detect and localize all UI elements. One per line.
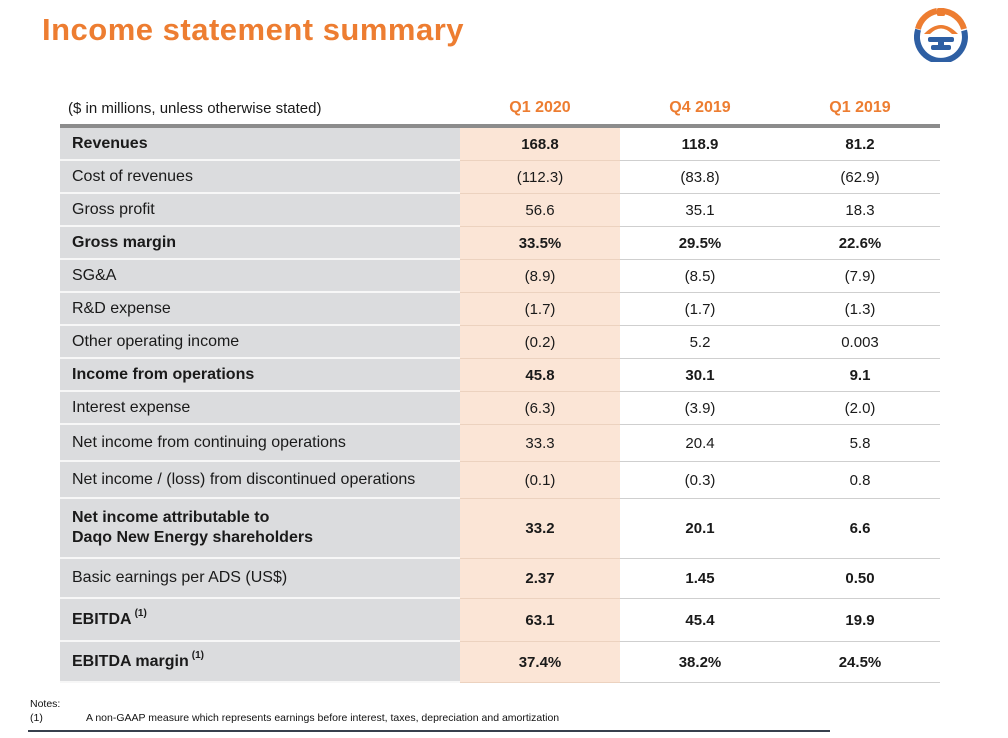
cell-value: (2.0) [780, 392, 940, 425]
cell-value: (0.3) [620, 462, 780, 499]
cell-value: (83.8) [620, 161, 780, 194]
table-row-interest-expense: Interest expense (6.3) (3.9) (2.0) [60, 392, 940, 425]
row-label: Basic earnings per ADS (US$) [60, 559, 460, 599]
cell-value: (0.2) [460, 326, 620, 359]
row-label: R&D expense [60, 293, 460, 326]
row-label: EBITDA margin (1) [60, 642, 460, 683]
cell-value: 37.4% [460, 642, 620, 683]
table-row-net-income-discontinued: Net income / (loss) from discontinued op… [60, 462, 940, 499]
cell-value: (1.3) [780, 293, 940, 326]
row-label: Gross margin [60, 227, 460, 260]
table-row-ebitda: EBITDA (1) 63.1 45.4 19.9 [60, 599, 940, 642]
row-label: Interest expense [60, 392, 460, 425]
column-header-q1-2020: Q1 2020 [509, 99, 571, 116]
table-row-sga: SG&A (8.9) (8.5) (7.9) [60, 260, 940, 293]
cell-value: (6.3) [460, 392, 620, 425]
cell-value: 0.8 [780, 462, 940, 499]
row-label: Net income / (loss) from discontinued op… [60, 462, 460, 499]
cell-value: (1.7) [460, 293, 620, 326]
table-row-net-income-continuing: Net income from continuing operations 33… [60, 425, 940, 462]
row-label: Net income from continuing operations [60, 425, 460, 462]
cell-value: 33.5% [460, 227, 620, 260]
cell-value: (1.7) [620, 293, 780, 326]
row-label: Cost of revenues [60, 161, 460, 194]
table-row-basic-eps: Basic earnings per ADS (US$) 2.37 1.45 0… [60, 559, 940, 599]
cell-value: (3.9) [620, 392, 780, 425]
cell-value: 0.50 [780, 559, 940, 599]
cell-value: 24.5% [780, 642, 940, 683]
row-label: EBITDA (1) [60, 599, 460, 642]
row-label: Gross profit [60, 194, 460, 227]
table-row-cost-of-revenues: Cost of revenues (112.3) (83.8) (62.9) [60, 161, 940, 194]
table-header-row: ($ in millions, unless otherwise stated)… [60, 92, 940, 124]
cell-value: 45.4 [620, 599, 780, 642]
cell-value: 45.8 [460, 359, 620, 392]
row-label: SG&A [60, 260, 460, 293]
column-header-q1-2019: Q1 2019 [829, 99, 891, 116]
notes-heading: Notes: [30, 698, 61, 710]
row-label: Net income attributable to Daqo New Ener… [60, 499, 460, 559]
table-row-net-income-attributable: Net income attributable to Daqo New Ener… [60, 499, 940, 559]
cell-value: 9.1 [780, 359, 940, 392]
table-row-rd-expense: R&D expense (1.7) (1.7) (1.3) [60, 293, 940, 326]
cell-value: 81.2 [780, 128, 940, 161]
table-row-gross-profit: Gross profit 56.6 35.1 18.3 [60, 194, 940, 227]
daqo-logo-icon [914, 8, 968, 62]
table-row-income-from-operations: Income from operations 45.8 30.1 9.1 [60, 359, 940, 392]
cell-value: 5.2 [620, 326, 780, 359]
cell-value: (8.9) [460, 260, 620, 293]
cell-value: 22.6% [780, 227, 940, 260]
cell-value: 2.37 [460, 559, 620, 599]
header-rule [60, 124, 940, 128]
note-marker: (1) [30, 712, 43, 724]
cell-value: 35.1 [620, 194, 780, 227]
page-title: Income statement summary [42, 12, 465, 47]
table-row-gross-margin: Gross margin 33.5% 29.5% 22.6% [60, 227, 940, 260]
footnote-ref: (1) [191, 650, 204, 662]
cell-value: 63.1 [460, 599, 620, 642]
row-label: Income from operations [60, 359, 460, 392]
row-label: Other operating income [60, 326, 460, 359]
table-row-other-operating-income: Other operating income (0.2) 5.2 0.003 [60, 326, 940, 359]
cell-value: 20.4 [620, 425, 780, 462]
cell-value: 0.003 [780, 326, 940, 359]
note-item: (1) A non-GAAP measure which represents … [30, 712, 559, 724]
cell-value: 33.3 [460, 425, 620, 462]
table-row-revenues: Revenues 168.8 118.9 81.2 [60, 128, 940, 161]
cell-value: 29.5% [620, 227, 780, 260]
column-header-q4-2019: Q4 2019 [669, 99, 731, 116]
notes-section: Notes: (1) A non-GAAP measure which repr… [30, 698, 559, 724]
cell-value: (0.1) [460, 462, 620, 499]
cell-value: 5.8 [780, 425, 940, 462]
cell-value: (62.9) [780, 161, 940, 194]
cell-value: 1.45 [620, 559, 780, 599]
cell-value: (7.9) [780, 260, 940, 293]
cell-value: 20.1 [620, 499, 780, 559]
cell-value: 56.6 [460, 194, 620, 227]
cell-value: 18.3 [780, 194, 940, 227]
cell-value: 118.9 [620, 128, 780, 161]
cell-value: 33.2 [460, 499, 620, 559]
cell-value: (8.5) [620, 260, 780, 293]
table-row-ebitda-margin: EBITDA margin (1) 37.4% 38.2% 24.5% [60, 642, 940, 683]
row-label: Revenues [60, 128, 460, 161]
cell-value: (112.3) [460, 161, 620, 194]
row-label-text: EBITDA margin [72, 652, 189, 670]
cell-value: 19.9 [780, 599, 940, 642]
cell-value: 168.8 [460, 128, 620, 161]
income-statement-table: ($ in millions, unless otherwise stated)… [60, 92, 940, 683]
cell-value: 6.6 [780, 499, 940, 559]
row-label-text: EBITDA [72, 610, 132, 628]
cell-value: 30.1 [620, 359, 780, 392]
cell-value: 38.2% [620, 642, 780, 683]
table-caption: ($ in millions, unless otherwise stated) [68, 99, 322, 117]
footer-rule [28, 730, 830, 732]
note-text: A non-GAAP measure which represents earn… [86, 712, 560, 724]
footnote-ref: (1) [134, 608, 147, 620]
